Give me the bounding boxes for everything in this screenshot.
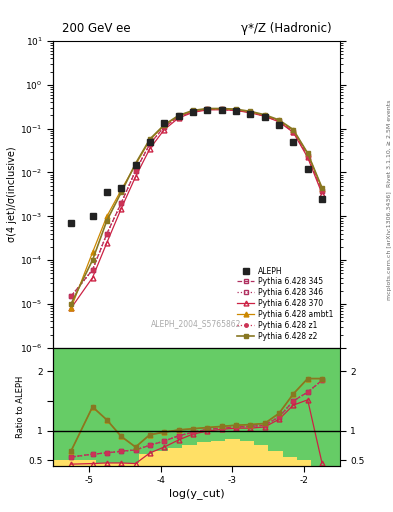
- Bar: [268, 348, 283, 466]
- Bar: [82, 348, 96, 466]
- Bar: [326, 348, 340, 466]
- Bar: [182, 348, 196, 466]
- Bar: [211, 348, 225, 440]
- Bar: [297, 348, 311, 460]
- Bar: [254, 348, 268, 445]
- Bar: [311, 348, 326, 466]
- Bar: [82, 348, 96, 460]
- Y-axis label: σ(4 jet)/σ(inclusive): σ(4 jet)/σ(inclusive): [7, 146, 17, 242]
- Legend: ALEPH, Pythia 6.428 345, Pythia 6.428 346, Pythia 6.428 370, Pythia 6.428 ambt1,: ALEPH, Pythia 6.428 345, Pythia 6.428 34…: [237, 267, 333, 341]
- Bar: [139, 348, 154, 466]
- Bar: [283, 348, 297, 457]
- Bar: [96, 348, 110, 466]
- Bar: [168, 348, 182, 448]
- Bar: [196, 348, 211, 442]
- Bar: [326, 348, 340, 466]
- X-axis label: log(y_cut): log(y_cut): [169, 488, 224, 499]
- Bar: [268, 348, 283, 451]
- Bar: [240, 348, 254, 466]
- Bar: [311, 348, 326, 466]
- Bar: [110, 348, 125, 466]
- Bar: [225, 348, 240, 439]
- Bar: [211, 348, 225, 466]
- Bar: [139, 348, 154, 454]
- Bar: [297, 348, 311, 466]
- Bar: [240, 348, 254, 441]
- Bar: [154, 348, 168, 451]
- Bar: [53, 348, 82, 466]
- Text: γ*/Z (Hadronic): γ*/Z (Hadronic): [241, 22, 331, 35]
- Y-axis label: Ratio to ALEPH: Ratio to ALEPH: [17, 376, 26, 438]
- Bar: [110, 348, 125, 463]
- Bar: [182, 348, 196, 445]
- Text: Rivet 3.1.10, ≥ 2.5M events: Rivet 3.1.10, ≥ 2.5M events: [387, 100, 392, 187]
- Bar: [154, 348, 168, 466]
- Text: mcplots.cern.ch [arXiv:1306.3436]: mcplots.cern.ch [arXiv:1306.3436]: [387, 191, 392, 300]
- Bar: [53, 348, 82, 460]
- Bar: [125, 348, 139, 463]
- Bar: [254, 348, 268, 466]
- Bar: [283, 348, 297, 466]
- Bar: [168, 348, 182, 466]
- Text: 200 GeV ee: 200 GeV ee: [62, 22, 130, 35]
- Bar: [196, 348, 211, 466]
- Text: ALEPH_2004_S5765862: ALEPH_2004_S5765862: [151, 319, 242, 328]
- Bar: [225, 348, 240, 466]
- Bar: [96, 348, 110, 463]
- Bar: [125, 348, 139, 466]
